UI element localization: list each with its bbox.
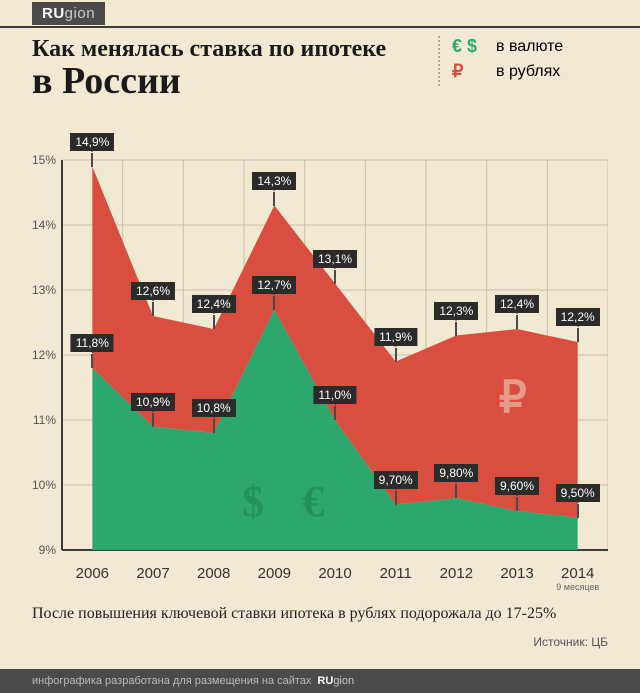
legend-currency-label: в валюте (496, 38, 563, 56)
cur-point-label: 11,8% (71, 334, 114, 352)
legend-currency-symbols: € $ (452, 36, 496, 57)
x-tick-label: 2009 (244, 565, 305, 592)
rub-point-label: 14,3% (252, 172, 296, 190)
rub-point-label: 12,6% (131, 282, 175, 300)
cur-point-label: 9,70% (374, 471, 418, 489)
x-tick-label: 2007 (123, 565, 184, 592)
legend-rubles-label: в рублях (496, 63, 560, 81)
cur-point-label: 9,80% (434, 464, 478, 482)
legend-rubles: ₽ в рублях (452, 61, 608, 82)
y-tick-label: 10% (32, 478, 56, 492)
footnote: После повышения ключевой ставки ипотека … (32, 605, 556, 623)
rub-point-label: 12,3% (434, 302, 478, 320)
rub-point-label: 13,1% (313, 250, 357, 268)
chart-symbol-dollar: $ (242, 476, 264, 527)
x-tick-label: 2010 (305, 565, 366, 592)
cur-point-label: 11,0% (313, 386, 356, 404)
chart-symbol-euro: € (302, 476, 324, 527)
bottom-bar: инфографика разработана для размещения н… (0, 669, 640, 693)
y-tick-label: 12% (32, 348, 56, 362)
chart-symbol-rub: ₽ (499, 372, 527, 423)
y-tick-label: 9% (39, 543, 56, 557)
title-row: Как менялась ставка по ипотеке в России … (0, 28, 640, 100)
legend: € $ в валюте ₽ в рублях (438, 36, 608, 86)
y-tick-label: 11% (33, 413, 56, 427)
y-tick-label: 14% (32, 218, 56, 232)
bottom-text: инфографика разработана для размещения н… (32, 675, 311, 687)
x-tick-label: 2013 (487, 565, 548, 592)
rub-point-label: 12,4% (495, 295, 539, 313)
top-bar: RUgion (0, 0, 640, 28)
source: Источник: ЦБ (533, 635, 608, 649)
x-axis-labels: 2006200720082009201020112012201320149 ме… (32, 565, 608, 592)
bottom-logo: RUgion (317, 675, 354, 687)
logo-bold: RU (42, 5, 65, 22)
rub-point-label: 12,4% (192, 295, 236, 313)
cur-point-label: 10,8% (192, 399, 236, 417)
logo: RUgion (32, 2, 105, 25)
cur-point-label: 9,60% (495, 477, 539, 495)
legend-rubles-symbols: ₽ (452, 61, 496, 82)
rub-point-label: 12,2% (556, 308, 600, 326)
x-tick-label: 20149 месяцев (547, 565, 608, 592)
x-tick-label: 2006 (62, 565, 123, 592)
title-block: Как менялась ставка по ипотеке в России (32, 36, 438, 100)
cur-point-label: 10,9% (131, 393, 175, 411)
cur-point-label: 9,50% (556, 484, 600, 502)
logo-light: gion (65, 5, 95, 22)
y-tick-label: 13% (32, 283, 56, 297)
rub-point-label: 14,9% (70, 133, 114, 151)
y-tick-label: 15% (32, 153, 56, 167)
cur-point-label: 12,7% (252, 276, 296, 294)
title-line1: Как менялась ставка по ипотеке (32, 36, 438, 62)
x-tick-label: 2008 (183, 565, 244, 592)
x-tick-label: 2011 (365, 565, 426, 592)
rub-point-label: 11,9% (374, 328, 417, 346)
chart: 9% 10% 11% 12% 13% 14% 15% 14,9% 12,6% 12,4% 14,3%… (32, 130, 608, 560)
legend-currency: € $ в валюте (452, 36, 608, 57)
x-tick-label: 2012 (426, 565, 487, 592)
title-line2: в России (32, 62, 438, 100)
x-tick-sublabel: 9 месяцев (547, 582, 608, 592)
